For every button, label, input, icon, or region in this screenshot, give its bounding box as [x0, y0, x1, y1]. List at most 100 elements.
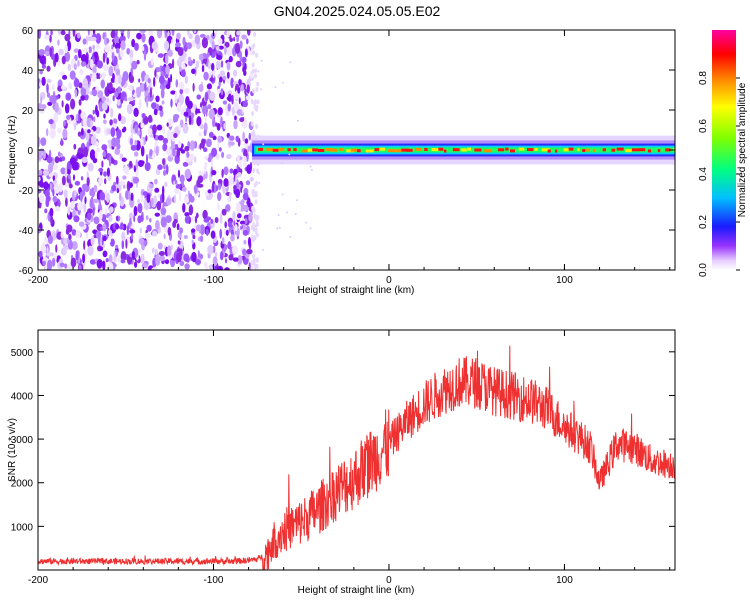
- spectrogram-band-peak: [497, 148, 505, 152]
- spectrogram-noise-cell: [82, 77, 88, 89]
- spectrogram-noise-cell: [147, 77, 151, 84]
- spectrogram-band-peak: [488, 149, 493, 153]
- spectrogram-noise-cell: [88, 136, 92, 147]
- spectrogram-noise-cell: [188, 204, 194, 216]
- spectrogram-noise-cell: [73, 174, 75, 181]
- spectrogram-noise-cell: [109, 119, 113, 126]
- spectrogram-noise-cell: [123, 165, 130, 174]
- spectrogram-band-peak: [266, 148, 274, 152]
- spectrogram-noise-cell: [153, 195, 158, 205]
- spectrogram-noise-cell: [173, 218, 178, 224]
- spectrogram-noise-cell: [50, 215, 54, 226]
- spectrogram-noise-cell: [182, 123, 189, 134]
- spectrogram-noise-cell: [157, 169, 161, 175]
- spectrogram-noise-cell: [95, 33, 102, 44]
- spectrogram-noise-cell: [94, 150, 98, 159]
- spectrogram-noise-cell: [178, 124, 182, 131]
- spectrogram-noise-cell: [50, 30, 53, 36]
- spectrogram-noise-cell: [197, 250, 200, 258]
- spectrogram-noise-cell: [224, 221, 227, 229]
- spectrogram-noise-cell: [228, 254, 234, 261]
- spectrogram-noise-cell: [174, 91, 178, 102]
- spectrogram-noise-cell: [242, 204, 249, 212]
- spectrogram-band-peak: [510, 149, 515, 153]
- spectrogram-noise-cell: [239, 117, 245, 123]
- spectrogram-noise-cell: [305, 221, 308, 224]
- spectrogram-noise-cell: [180, 69, 186, 78]
- spectrogram-band-peak: [592, 149, 596, 152]
- spectrogram-noise-cell: [227, 221, 233, 228]
- spectrogram-noise-cell: [38, 49, 45, 56]
- spectrogram-noise-cell: [205, 171, 208, 180]
- spectrogram-noise-cell: [189, 153, 195, 161]
- spectrogram-noise-cell: [165, 148, 172, 156]
- spectrogram-noise-cell: [233, 69, 238, 77]
- spectrogram-noise-cell: [246, 84, 250, 94]
- spectrogram-noise-cell: [53, 183, 61, 194]
- spectrogram-noise-cell: [143, 240, 148, 246]
- y-tick-label: 20: [22, 106, 34, 117]
- spectrogram-noise-cell: [171, 30, 175, 36]
- spectrogram-noise-cell: [198, 224, 201, 234]
- spectrogram-noise-cell: [137, 202, 143, 214]
- spectrogram-noise-cell: [242, 131, 245, 142]
- spectrogram-noise-cell: [235, 173, 238, 184]
- spectrogram-noise-cell: [202, 105, 209, 115]
- spectrogram-noise-cell: [217, 88, 221, 94]
- spectrogram-noise-cell: [49, 128, 56, 139]
- spectrogram-noise-cell: [104, 36, 107, 46]
- spectrogram-noise-cell: [114, 42, 121, 50]
- spectrogram-noise-cell: [98, 168, 104, 172]
- spectrogram-noise-cell: [80, 53, 87, 63]
- spectrogram-noise-cell: [252, 257, 256, 263]
- spectrogram-noise-cell: [55, 244, 58, 253]
- spectrogram-noise-cell: [218, 45, 224, 50]
- y-tick-label: 2000: [11, 479, 34, 490]
- spectrogram-noise-cell: [115, 223, 120, 230]
- spectrogram-band-peak: [302, 149, 308, 153]
- spectrogram-noise-cell: [235, 60, 242, 68]
- spectrogram-noise-cell: [105, 258, 109, 263]
- spectrogram-noise-cell: [39, 182, 46, 188]
- spectrogram-noise-cell: [83, 240, 86, 250]
- spectrogram-noise-cell: [235, 202, 242, 214]
- spectrogram-noise-cell: [226, 45, 233, 56]
- spectrogram-band-peak: [568, 147, 574, 151]
- spectrogram-noise-cell: [252, 129, 256, 135]
- spectrogram-noise-cell: [108, 65, 114, 77]
- spectrogram-noise-cell: [224, 267, 230, 270]
- spectrogram-noise-cell: [80, 95, 86, 101]
- spectrogram-noise-cell: [150, 57, 154, 66]
- spectrogram-noise-cell: [254, 106, 258, 112]
- x-tick-label: -200: [28, 275, 48, 286]
- spectrogram-noise-cell: [43, 168, 50, 177]
- spectrogram-noise-cell: [41, 64, 47, 69]
- spectrogram-noise-cell: [120, 49, 124, 58]
- spectrogram-noise-cell: [133, 205, 138, 217]
- spectrogram-noise-cell: [200, 235, 204, 243]
- spectrogram-noise-cell: [106, 97, 109, 103]
- spectrogram-noise-cell: [54, 156, 60, 164]
- spectrogram-noise-cell: [198, 132, 202, 137]
- spectrogram-noise-cell: [70, 98, 76, 110]
- y-tick-label: 0: [27, 146, 33, 157]
- spectrogram-noise-cell: [255, 257, 259, 263]
- x-tick-label: 0: [386, 575, 392, 586]
- spectrogram-noise-cell: [89, 259, 97, 265]
- spectrogram-noise-cell: [165, 53, 169, 65]
- spectrogram-noise-cell: [254, 229, 258, 235]
- spectrogram-noise-cell: [183, 111, 189, 117]
- spectrogram-noise-cell: [49, 47, 52, 58]
- spectrogram-noise-cell: [103, 119, 107, 125]
- spectrogram-noise-cell: [156, 124, 163, 131]
- spectrogram-noise-cell: [165, 215, 172, 224]
- spectrogram-noise-cell: [164, 181, 168, 188]
- spectrogram-noise-cell: [123, 184, 126, 189]
- spectrogram-noise-cell: [51, 257, 56, 267]
- spectrogram-noise-cell: [130, 144, 137, 151]
- spectrogram-noise-cell: [176, 223, 180, 231]
- spectrogram-y-ticks: 60 40 20 0 -20 -40 -60: [19, 26, 675, 277]
- spectrogram-noise-cell: [38, 108, 46, 114]
- spectrogram-noise-cell: [262, 143, 265, 146]
